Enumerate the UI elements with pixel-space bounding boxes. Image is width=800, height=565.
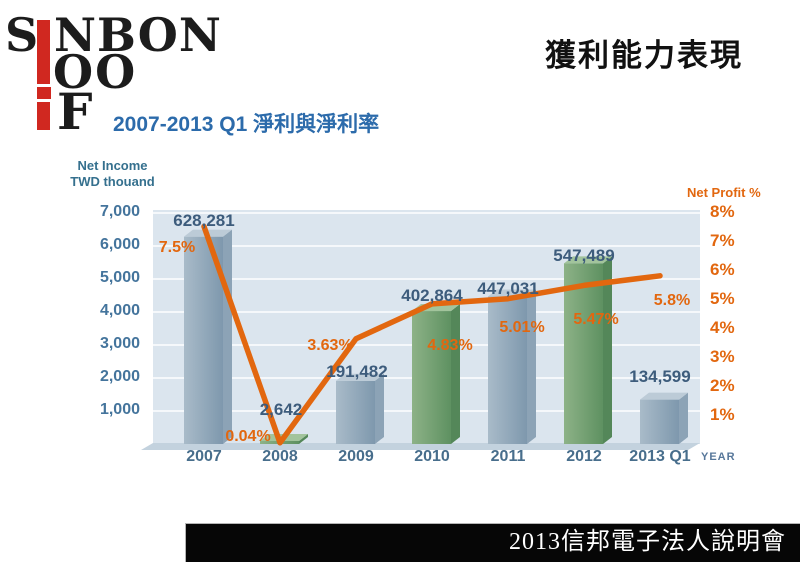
- x-tick-2010: 2010: [414, 448, 450, 465]
- bar-2011: [488, 289, 536, 444]
- net-profit-pct-label: 3.63%: [307, 337, 353, 354]
- left-axis-tick: 1,000: [99, 401, 140, 418]
- right-axis-tick: 3%: [710, 347, 735, 366]
- left-axis-tick: 3,000: [99, 335, 140, 352]
- net-profit-pct-label: 4.83%: [427, 337, 473, 354]
- logo-red-i-stem: [37, 102, 50, 130]
- net-profit-pct-label: 0.04%: [225, 428, 271, 445]
- right-axis-tick: 4%: [710, 318, 735, 337]
- right-axis-tick: 1%: [710, 405, 735, 424]
- logo-letter-f: F: [57, 82, 93, 141]
- net-profit-line: [201, 223, 663, 446]
- right-axis-tick: 8%: [710, 202, 735, 221]
- left-axis-title-line2: TWD thouand: [70, 174, 155, 189]
- right-axis-title: Net Profit %: [687, 185, 761, 200]
- x-tick-2009: 2009: [338, 448, 374, 465]
- left-axis-tick: 6,000: [99, 236, 140, 253]
- left-axis-tick: 2,000: [99, 368, 140, 385]
- left-axis-tick: 5,000: [99, 269, 140, 286]
- x-tick-2008: 2008: [262, 448, 298, 465]
- right-axis-tick: 5%: [710, 289, 735, 308]
- page-title: 獲利能力表現: [545, 38, 743, 73]
- footer-bar: 2013信邦電子法人說明會: [185, 523, 800, 562]
- bar-2012: [564, 256, 612, 444]
- bar-value-label: 2,642: [259, 400, 303, 419]
- footer-text: 2013信邦電子法人說明會: [509, 529, 786, 555]
- left-axis-title: Net Income TWD thouand: [60, 158, 165, 190]
- bar-value-label: 547,489: [553, 246, 615, 265]
- x-axis-title: YEAR: [701, 451, 736, 463]
- logo-letters-nbon: NBON: [54, 8, 222, 62]
- x-tick-2013-q1: 2013 Q1: [629, 448, 691, 465]
- net-profit-pct-label: 5.01%: [499, 319, 545, 336]
- net-profit-pct-label: 7.5%: [158, 239, 196, 256]
- bar-2010: [412, 304, 460, 444]
- logo-red-i-dot: [37, 87, 51, 99]
- bar-value-label: 134,599: [629, 367, 691, 386]
- bar-value-label: 628,281: [173, 211, 235, 230]
- left-axis-title-line1: Net Income: [77, 158, 148, 173]
- sinbon-logo: S NBON OO F: [0, 0, 221, 150]
- bar-value-label: 447,031: [477, 279, 539, 298]
- bar-value-label: 191,482: [326, 362, 388, 381]
- logo-letter-s: S: [5, 8, 39, 62]
- bar-2013-q1: [640, 392, 688, 444]
- bar-2007: [184, 229, 232, 444]
- net-profit-pct-label: 5.47%: [573, 311, 619, 328]
- x-tick-2011: 2011: [490, 448, 526, 465]
- x-tick-2012: 2012: [566, 448, 602, 465]
- left-axis-tick: 4,000: [99, 302, 140, 319]
- bar-2009: [336, 373, 384, 444]
- logo-letters-oo: OO: [53, 45, 138, 99]
- right-axis-tick: 7%: [710, 231, 735, 250]
- right-axis-tick: 6%: [710, 260, 735, 279]
- x-tick-2007: 2007: [186, 448, 222, 465]
- chart-title: 2007-2013 Q1 淨利與淨利率: [113, 113, 380, 136]
- logo-red-i-bar: [37, 20, 50, 84]
- net-profit-pct-label: 5.8%: [653, 292, 691, 309]
- right-axis-tick: 2%: [710, 376, 735, 395]
- left-axis-tick: 7,000: [99, 203, 140, 220]
- bar-value-label: 402,864: [401, 286, 463, 305]
